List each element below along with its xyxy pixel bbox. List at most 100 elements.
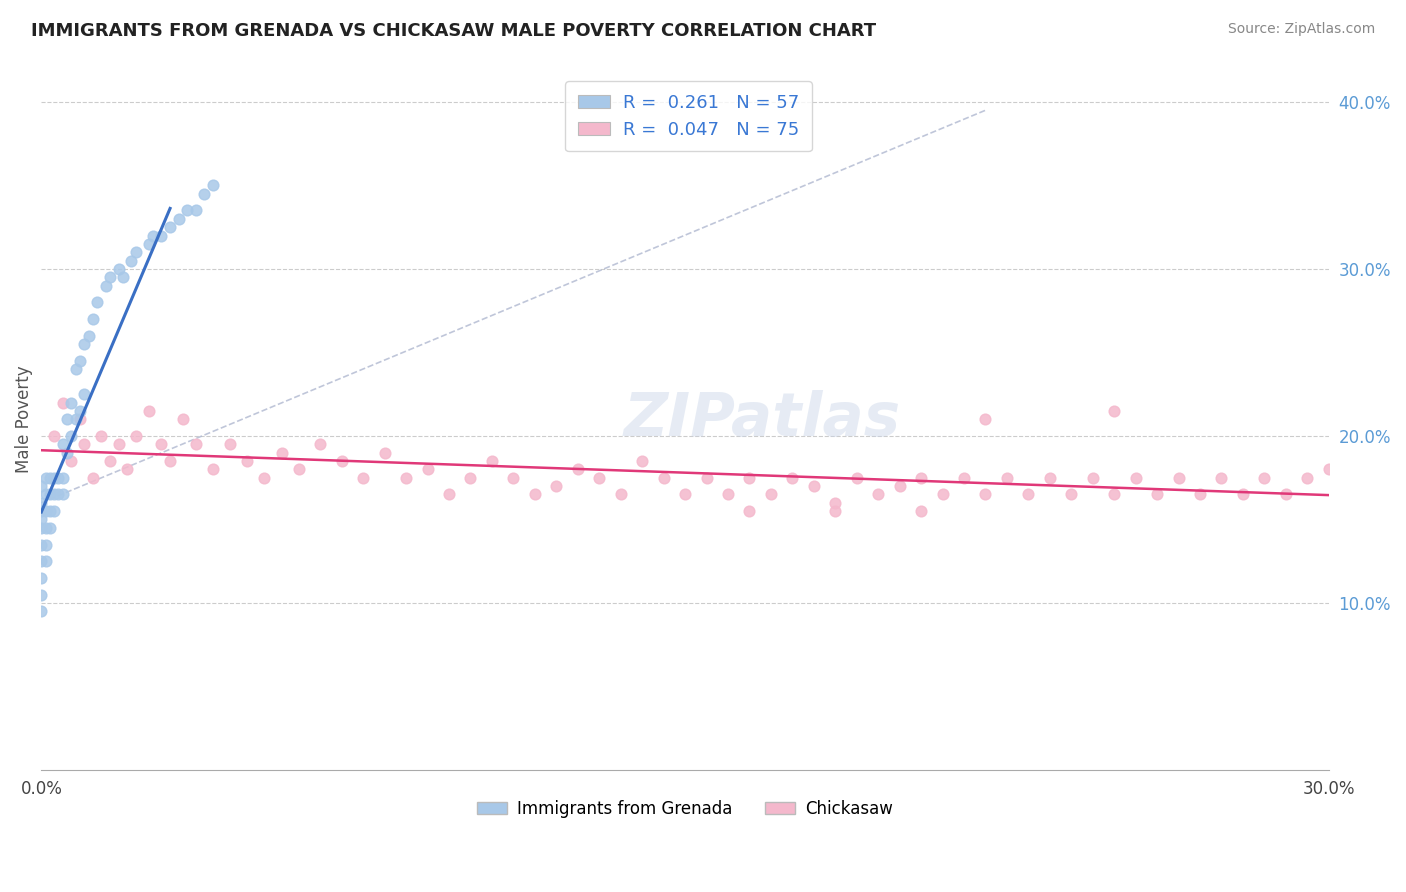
Point — [98, 270, 121, 285]
Point — [330, 454, 353, 468]
Point — [150, 228, 173, 243]
Point — [44, 471, 66, 485]
Point — [974, 487, 997, 501]
Point — [30, 504, 52, 518]
Point — [1253, 471, 1275, 485]
Point — [738, 504, 761, 518]
Point — [60, 454, 83, 468]
Point — [995, 471, 1018, 485]
Point — [159, 454, 181, 468]
Point — [73, 387, 96, 401]
Point — [201, 462, 224, 476]
Point — [824, 504, 846, 518]
Point — [82, 471, 104, 485]
Point — [125, 245, 148, 260]
Point — [1232, 487, 1254, 501]
Point — [782, 471, 804, 485]
Point — [588, 471, 610, 485]
Point — [673, 487, 696, 501]
Point — [167, 211, 190, 226]
Point — [759, 487, 782, 501]
Point — [824, 496, 846, 510]
Point — [56, 445, 79, 459]
Point — [34, 537, 56, 551]
Point — [52, 471, 75, 485]
Point — [44, 429, 66, 443]
Point — [910, 471, 932, 485]
Point — [120, 253, 142, 268]
Point — [69, 412, 91, 426]
Point — [150, 437, 173, 451]
Point — [107, 437, 129, 451]
Point — [1189, 487, 1212, 501]
Point — [60, 395, 83, 409]
Point — [1039, 471, 1062, 485]
Point — [86, 295, 108, 310]
Point — [30, 512, 52, 526]
Point — [125, 429, 148, 443]
Point — [609, 487, 631, 501]
Point — [652, 471, 675, 485]
Point — [94, 278, 117, 293]
Point — [309, 437, 332, 451]
Point — [115, 462, 138, 476]
Point — [65, 362, 87, 376]
Point — [288, 462, 311, 476]
Point — [695, 471, 717, 485]
Point — [219, 437, 242, 451]
Point — [34, 504, 56, 518]
Point — [845, 471, 868, 485]
Point — [69, 404, 91, 418]
Text: ZIPatlas: ZIPatlas — [624, 390, 901, 449]
Point — [1125, 471, 1147, 485]
Point — [34, 521, 56, 535]
Point — [34, 471, 56, 485]
Point — [111, 270, 134, 285]
Point — [374, 445, 396, 459]
Point — [567, 462, 589, 476]
Point — [803, 479, 825, 493]
Point — [90, 429, 112, 443]
Point — [1081, 471, 1104, 485]
Point — [395, 471, 418, 485]
Point — [1275, 487, 1298, 501]
Y-axis label: Male Poverty: Male Poverty — [15, 366, 32, 473]
Point — [30, 521, 52, 535]
Point — [39, 521, 62, 535]
Point — [1317, 462, 1340, 476]
Point — [56, 412, 79, 426]
Point — [73, 437, 96, 451]
Point — [236, 454, 259, 468]
Point — [30, 588, 52, 602]
Point — [1017, 487, 1039, 501]
Point — [910, 504, 932, 518]
Point — [52, 437, 75, 451]
Point — [39, 504, 62, 518]
Point — [184, 437, 207, 451]
Text: Source: ZipAtlas.com: Source: ZipAtlas.com — [1227, 22, 1375, 37]
Point — [82, 312, 104, 326]
Point — [69, 353, 91, 368]
Point — [159, 220, 181, 235]
Point — [193, 186, 215, 201]
Point — [52, 487, 75, 501]
Text: IMMIGRANTS FROM GRENADA VS CHICKASAW MALE POVERTY CORRELATION CHART: IMMIGRANTS FROM GRENADA VS CHICKASAW MAL… — [31, 22, 876, 40]
Point — [546, 479, 568, 493]
Point — [974, 412, 997, 426]
Point — [30, 571, 52, 585]
Legend: Immigrants from Grenada, Chickasaw: Immigrants from Grenada, Chickasaw — [470, 794, 900, 825]
Point — [98, 454, 121, 468]
Point — [717, 487, 740, 501]
Point — [65, 412, 87, 426]
Point — [437, 487, 460, 501]
Point — [138, 404, 160, 418]
Point — [39, 471, 62, 485]
Point — [52, 395, 75, 409]
Point — [1211, 471, 1233, 485]
Point — [48, 487, 70, 501]
Point — [1060, 487, 1083, 501]
Point — [1102, 487, 1125, 501]
Point — [142, 228, 165, 243]
Point — [184, 203, 207, 218]
Point — [931, 487, 953, 501]
